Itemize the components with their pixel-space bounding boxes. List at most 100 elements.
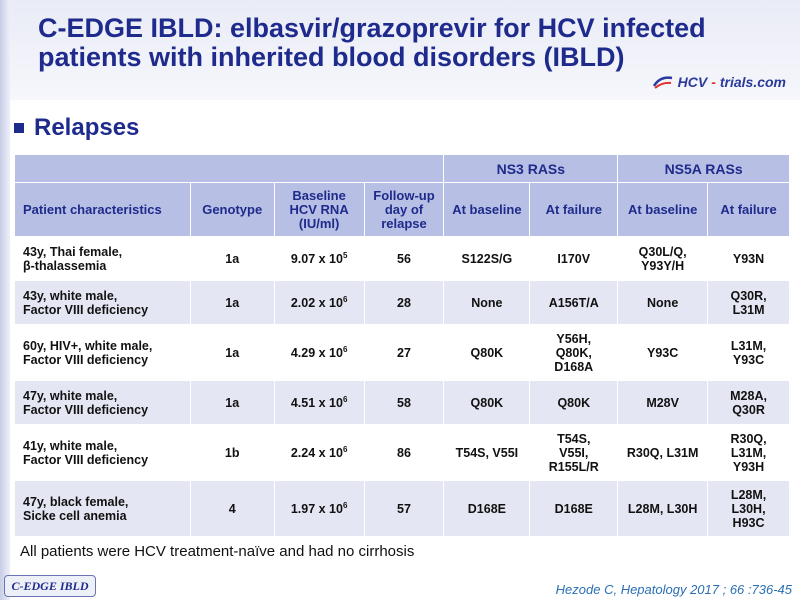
patient-line2: β-thalassemia (23, 258, 107, 273)
ns5a-baseline-line: M28V (646, 395, 679, 410)
cell-ns5a-baseline: None (617, 280, 709, 325)
ns5a-failure-line: L31M, (730, 338, 767, 353)
col-header-followup-line2: day of (384, 201, 424, 217)
logo-text-prefix: HCV (677, 74, 708, 90)
ns5a-failure-line: Y93C (732, 352, 765, 367)
ns5a-baseline-line: None (647, 295, 679, 310)
cell-patient: 60y, HIV+, white male, Factor VIII defici… (14, 324, 191, 381)
cell-ns3-failure: A156T/A (529, 280, 619, 325)
table-row: 47y, white male, Factor VIII deficiency 1a… (14, 380, 790, 425)
rna-exponent: 6 (342, 294, 348, 304)
genotype-value: 4 (228, 501, 236, 516)
ns5a-failure-line: Q30R (732, 402, 765, 417)
patient-line1: 60y, HIV+, white male, (23, 338, 153, 353)
patient-line1: 41y, white male, (23, 438, 118, 453)
slide-title: C-EDGE IBLD: elbasvir/grazoprevir for HC… (38, 13, 706, 72)
cell-ns5a-baseline: R30Q, L31M (617, 424, 709, 481)
genotype-value: 1a (225, 295, 240, 310)
ns3-failure-line: T54S, (557, 431, 591, 446)
cell-followup: 56 (363, 236, 445, 281)
ns5a-failure-line: Y93H (732, 459, 765, 474)
cell-ns5a-failure: L28M, L30H, H93C (707, 480, 790, 537)
cell-ns3-baseline: Q80K (443, 324, 531, 381)
cell-baseline-rna: 4.29 x 106 (273, 324, 365, 381)
col-header-ns3-baseline: At baseline (443, 182, 531, 237)
group-header-ns5a: NS5A RASs (617, 154, 790, 183)
table-row: 43y, Thai female, β-thalassemia 1a 9.07 x 1… (14, 236, 790, 281)
logo-swoosh-icon (652, 76, 672, 89)
ns3-failure-line: R155L/R (548, 459, 599, 474)
cell-genotype: 1a (189, 280, 275, 325)
ns3-baseline-line: D168E (467, 501, 506, 516)
col-header-ns5a-failure: At failure (707, 182, 790, 237)
col-header-followup-line3: relapse (381, 215, 427, 231)
cell-ns3-baseline: Q80K (443, 380, 531, 425)
cell-ns3-failure: I170V (529, 236, 619, 281)
table-row: 47y, black female, Sicke cell anemia 4 1.97… (14, 480, 790, 537)
ns3-failure-line: Q80K (557, 395, 591, 410)
relapses-table: NS3 RASs NS5A RASs Patient characteristi… (13, 154, 790, 537)
cell-ns3-failure: Y56H, Q80K, D168A (529, 324, 619, 381)
ns3-baseline-line: S122S/G (461, 251, 513, 266)
ns3-failure-line: D168E (554, 501, 593, 516)
ns5a-baseline-line: R30Q, L31M (626, 445, 699, 460)
ns5a-failure-line: Y93N (732, 251, 765, 266)
col-header-followup: Follow-up day of relapse (363, 182, 445, 237)
col-header-baseline-rna-line2: HCV RNA (289, 201, 349, 217)
cell-ns5a-baseline: M28V (617, 380, 709, 425)
col-header-baseline-rna-line3: (IU/ml) (298, 215, 340, 231)
patient-line2: Factor VIII deficiency (23, 302, 149, 317)
table-row: 43y, white male, Factor VIII deficiency 1a… (14, 280, 790, 325)
followup-value: 86 (397, 445, 411, 460)
rna-exponent: 6 (342, 444, 348, 454)
rna-exponent: 6 (342, 394, 348, 404)
ns3-baseline-line: Q80K (470, 345, 504, 360)
ns3-failure-line: D168A (554, 359, 594, 374)
rna-mantissa: 1.97 x 10 (290, 501, 343, 516)
table-group-header-row: NS3 RASs NS5A RASs (13, 154, 790, 183)
footnote: All patients were HCV treatment-naïve an… (20, 543, 415, 560)
cell-baseline-rna: 1.97 x 106 (273, 480, 365, 537)
col-header-baseline-rna: Baseline HCV RNA (IU/ml) (273, 182, 365, 237)
ns5a-baseline-line: Y93Y/H (641, 258, 685, 273)
cell-patient: 41y, white male, Factor VIII deficiency (14, 424, 191, 481)
cell-ns3-baseline: D168E (443, 480, 531, 537)
col-header-followup-line1: Follow-up (373, 187, 435, 203)
col-header-ns5a-baseline: At baseline (617, 182, 709, 237)
cell-ns3-failure: Q80K (529, 380, 619, 425)
patient-line1: 43y, Thai female, (23, 244, 123, 259)
ns5a-baseline-line: L28M, L30H (627, 501, 698, 516)
cell-ns5a-failure: R30Q, L31M, Y93H (707, 424, 790, 481)
group-header-blank (13, 154, 445, 183)
col-header-patient: Patient characteristics (14, 182, 191, 237)
col-header-ns3-failure: At failure (529, 182, 619, 237)
patient-line2: Factor VIII deficiency (23, 452, 149, 467)
square-bullet-icon (14, 123, 24, 133)
citation: Hezode C, Hepatology 2017 ; 66 :736-45 (555, 582, 792, 597)
cell-genotype: 1a (189, 380, 275, 425)
ns3-failure-line: Q80K, (555, 345, 592, 360)
ns5a-failure-line: H93C (732, 515, 765, 530)
genotype-value: 1a (225, 345, 240, 360)
hcv-trials-logo[interactable]: HCV - trials.com (652, 74, 786, 90)
section-heading: Relapses (14, 114, 139, 142)
table-row: 41y, white male, Factor VIII deficiency 1b… (14, 424, 790, 481)
patient-line1: 47y, white male, (23, 388, 118, 403)
cell-ns5a-failure: Q30R, L31M (707, 280, 790, 325)
ns3-baseline-line: T54S, V55I (455, 445, 519, 460)
ns5a-failure-line: Q30R, (730, 288, 767, 303)
group-header-ns3: NS3 RASs (443, 154, 619, 183)
rna-mantissa: 2.02 x 10 (290, 295, 343, 310)
patient-line2: Factor VIII deficiency (23, 402, 149, 417)
cell-ns5a-failure: L31M, Y93C (707, 324, 790, 381)
cell-followup: 86 (363, 424, 445, 481)
ns3-failure-line: Y56H, (556, 331, 592, 346)
ns5a-failure-line: L30H, (731, 501, 766, 516)
cell-ns5a-baseline: L28M, L30H (617, 480, 709, 537)
followup-value: 58 (397, 395, 411, 410)
table-column-header-row: Patient characteristics Genotype Baselin… (14, 182, 790, 237)
ns3-failure-line: V55I, (559, 445, 589, 460)
cell-patient: 47y, white male, Factor VIII deficiency (14, 380, 191, 425)
ns3-baseline-line: Q80K (470, 395, 504, 410)
cell-followup: 58 (363, 380, 445, 425)
